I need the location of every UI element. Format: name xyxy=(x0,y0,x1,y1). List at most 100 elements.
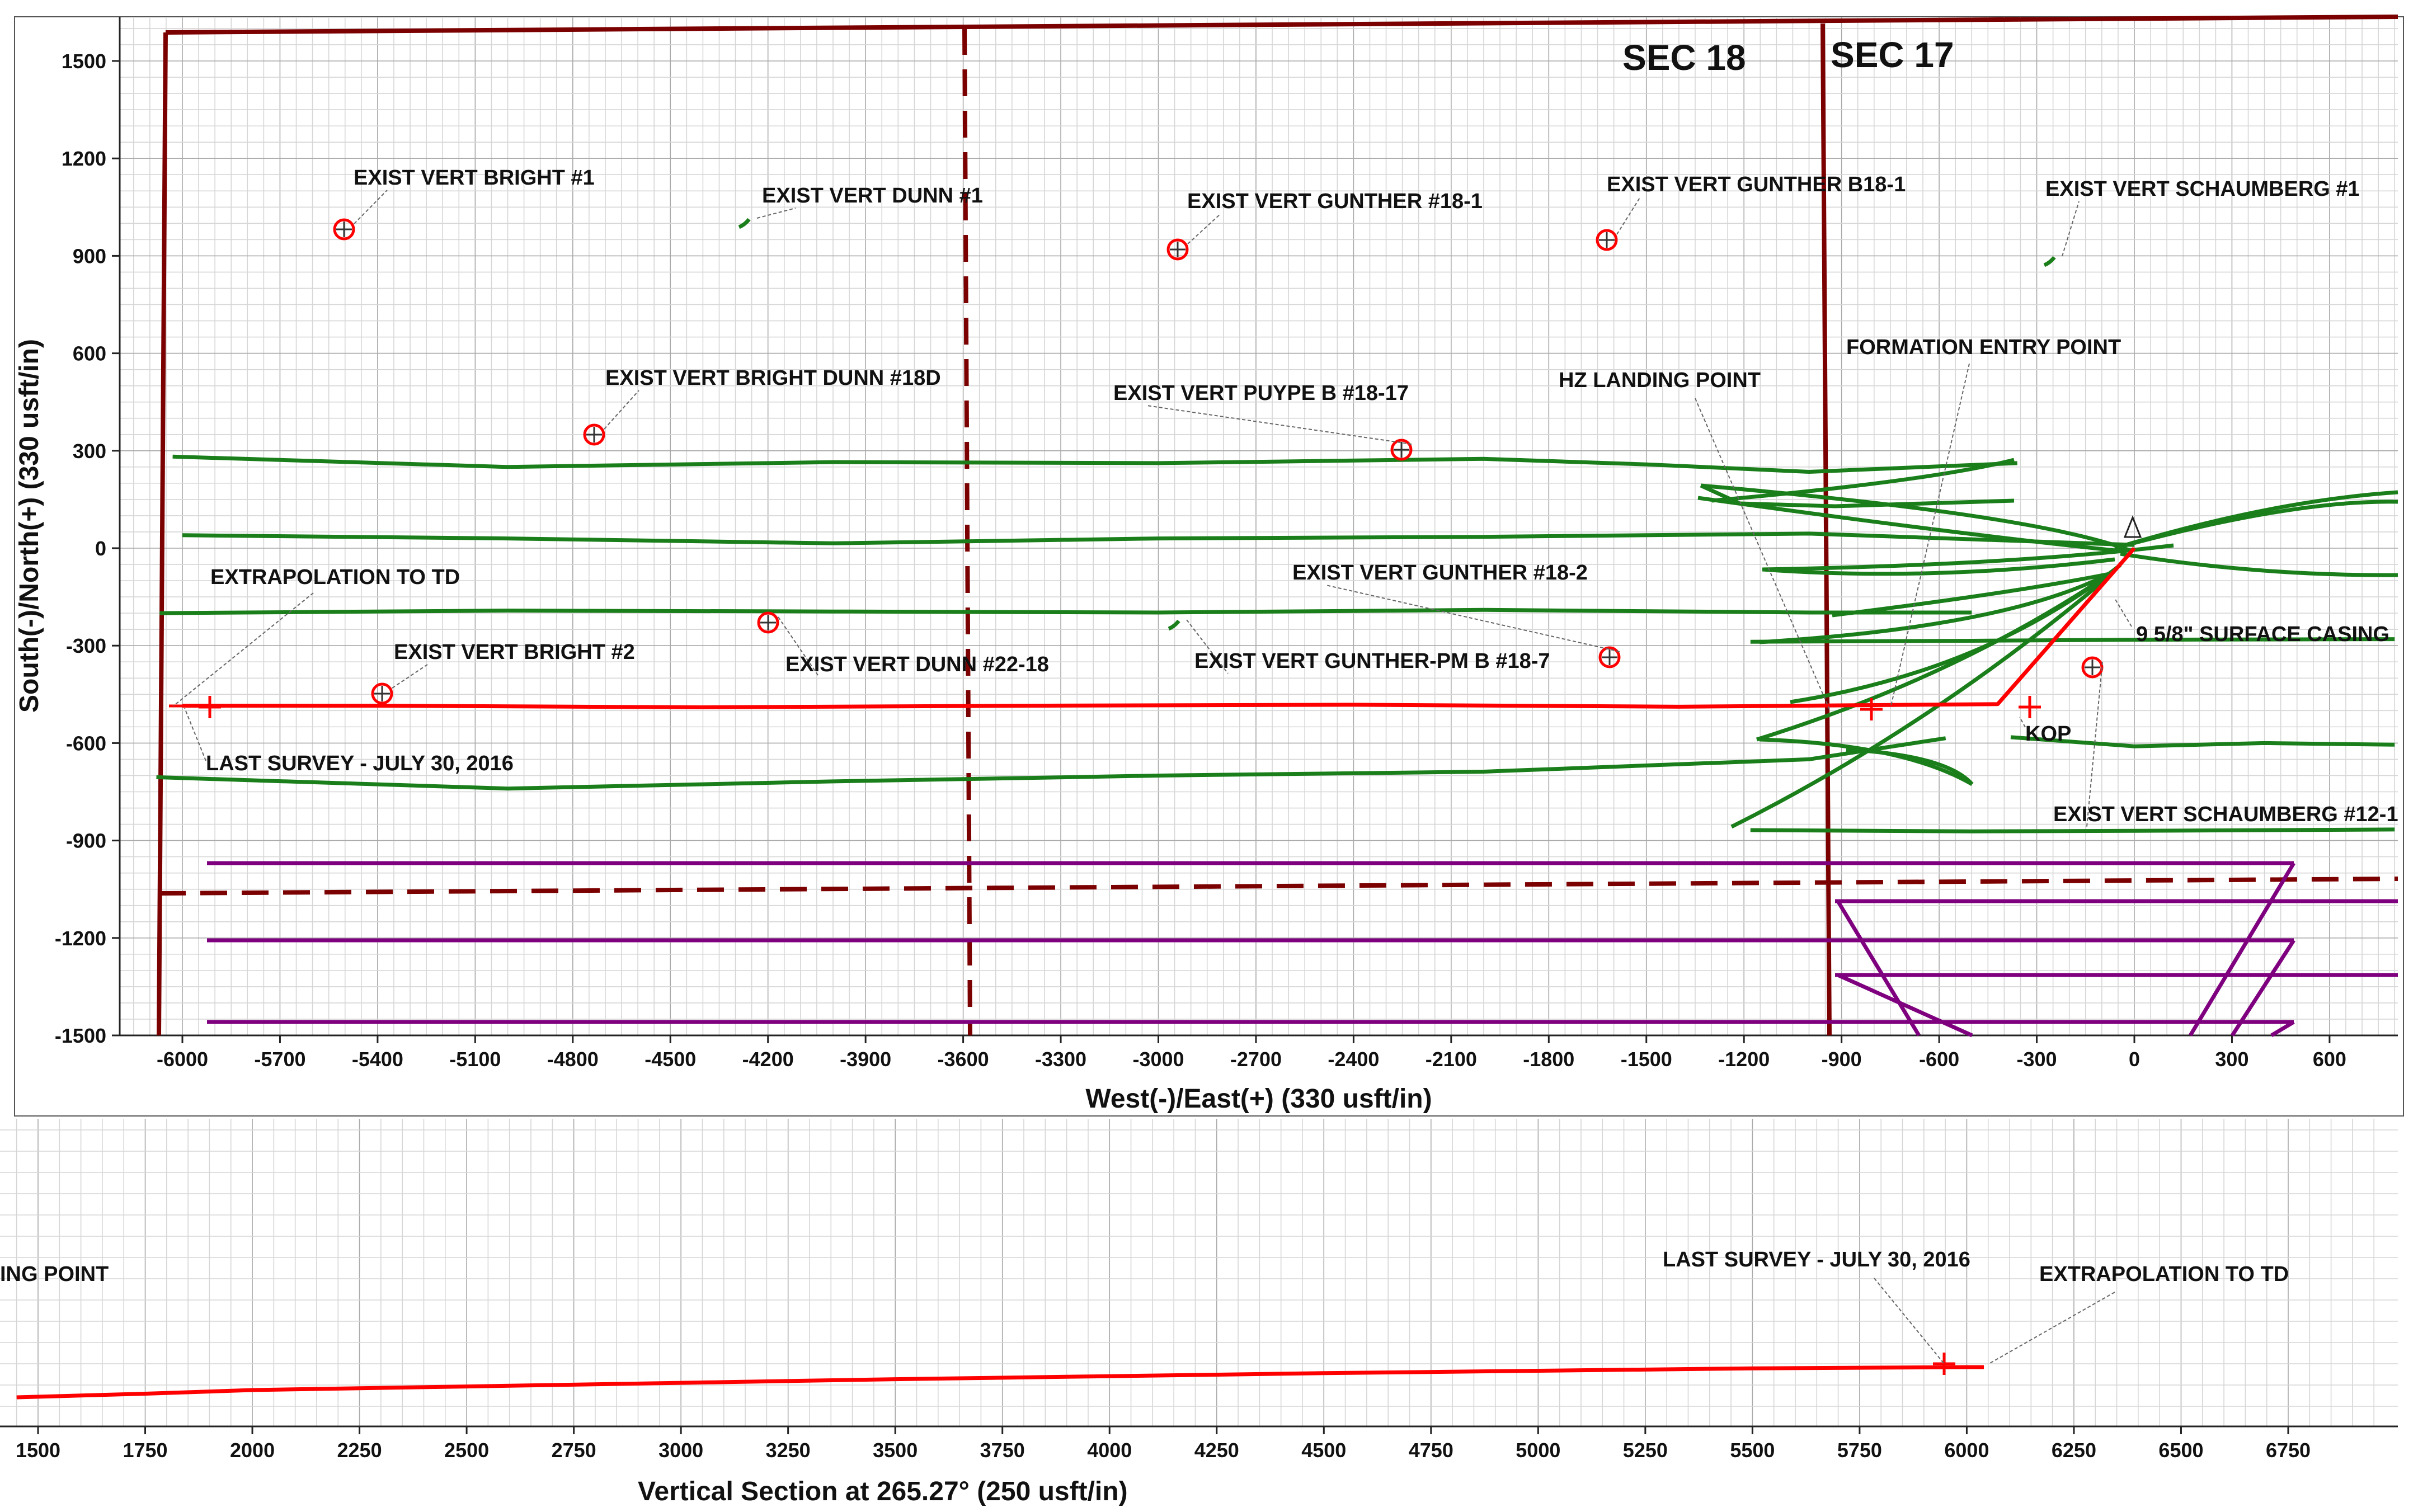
well-label: EXIST VERT GUNTHER #18-2 xyxy=(1292,561,1588,585)
x-tick-label: 4250 xyxy=(1194,1439,1239,1462)
well-symbol xyxy=(1166,238,1189,261)
y-tick-label: -1200 xyxy=(55,927,106,950)
leader-line xyxy=(1616,196,1641,235)
x-tick-label: 5500 xyxy=(1730,1439,1775,1462)
x-tick-label: -5700 xyxy=(254,1048,305,1071)
x-tick-label: -4200 xyxy=(742,1048,794,1071)
x-tick-label: -3600 xyxy=(938,1048,989,1071)
y-tick-label: -600 xyxy=(66,732,106,755)
offset-wellbore-lateral xyxy=(1711,458,2015,503)
leader-line xyxy=(1890,363,1970,706)
section-planned-wellbore xyxy=(16,1365,1984,1400)
section-line-sec17 xyxy=(1820,23,1832,1036)
well-label: EXIST VERT SCHAUMBERG #12-1 xyxy=(2053,803,2398,826)
well-label: EXIST VERT PUYPE B #18-17 xyxy=(1113,381,1409,405)
leader-line xyxy=(2062,201,2080,257)
well-label: EXIST VERT DUNN #22-18 xyxy=(785,653,1049,676)
plan-frame xyxy=(14,16,2404,1117)
annotation-label: EXTRAPOLATION TO TD xyxy=(2039,1263,2289,1286)
quarter-line-vertical xyxy=(962,27,972,1036)
vertical-well-stub xyxy=(1168,619,1180,631)
offset-wellbore-lateral xyxy=(2114,500,2398,550)
x-tick-label: -6000 xyxy=(157,1048,208,1071)
x-tick-label: -2100 xyxy=(1426,1048,1477,1071)
offset-wellbore-4 xyxy=(156,736,1946,791)
planned-wellbore xyxy=(182,547,2136,709)
well-symbol xyxy=(757,611,779,634)
annotation-label: ING POINT xyxy=(0,1263,109,1286)
rig-icon xyxy=(2123,515,2142,538)
lease-line xyxy=(2231,939,2295,1037)
y-tick-label: -1500 xyxy=(55,1024,106,1047)
leader-line xyxy=(604,390,639,430)
leader-line xyxy=(354,190,388,224)
annotation-label: HZ LANDING POINT xyxy=(1559,369,1761,392)
section-markers xyxy=(1933,1353,1955,1375)
x-tick-label: 5250 xyxy=(1623,1439,1668,1462)
x-tick-label: -300 xyxy=(2017,1048,2057,1071)
x-tick-label: 4750 xyxy=(1409,1439,1453,1462)
x-tick-label: 2000 xyxy=(230,1439,275,1462)
y-tick-label: 300 xyxy=(73,440,106,463)
well-label: EXIST VERT GUNTHER-PM B #18-7 xyxy=(1194,649,1550,673)
x-tick-label: -3000 xyxy=(1132,1048,1184,1071)
well-label: EXIST VERT SCHAUMBERG #1 xyxy=(2045,177,2360,201)
x-tick-label: 300 xyxy=(2215,1048,2248,1071)
well-symbol xyxy=(583,423,605,446)
section-line-north xyxy=(165,15,2398,35)
x-tick-label: 0 xyxy=(2129,1048,2140,1071)
x-tick-label: 2500 xyxy=(444,1439,489,1462)
x-tick-label: -3900 xyxy=(840,1048,891,1071)
leader-line xyxy=(1695,398,1830,710)
well-symbol xyxy=(1598,646,1621,668)
x-tick-label: -2400 xyxy=(1328,1048,1379,1071)
x-tick-label: 2750 xyxy=(552,1439,596,1462)
offset-wellbore-lateral xyxy=(1759,737,1973,786)
leader-line xyxy=(1874,1278,1945,1364)
y-axis-title: South(-)/North(+) (330 usft/in) xyxy=(15,339,44,713)
leader-line xyxy=(778,616,820,677)
leader-line xyxy=(392,664,428,689)
leader-line xyxy=(1988,1292,2115,1364)
vertical-section-chart: 1500 1750 2000 2250 2500 2750 3000 3250 3500 3750… xyxy=(0,1119,2398,1506)
annotation-label: LAST SURVEY - JULY 30, 2016 xyxy=(1663,1248,1970,1271)
x-tick-label: -2700 xyxy=(1230,1048,1282,1071)
y-tick-label: 600 xyxy=(73,342,106,365)
leader-line xyxy=(2019,717,2026,728)
x-tick-label: -1200 xyxy=(1718,1048,1770,1071)
x-tick-label: 5750 xyxy=(1837,1439,1882,1462)
x-tick-label: -1800 xyxy=(1523,1048,1574,1071)
x-tick-label: 6750 xyxy=(2266,1439,2311,1462)
survey-markers xyxy=(199,696,2041,720)
offset-wellbore-lateral xyxy=(1730,574,2111,829)
x-tick-label: -5400 xyxy=(352,1048,403,1071)
plan-view-chart: -6000 -5700 -5400 -5100 -4800 -4500 -4200 -3900… xyxy=(14,15,2404,1117)
well-label: EXIST VERT BRIGHT #1 xyxy=(354,166,595,190)
offset-wellbore-7 xyxy=(2010,735,2395,748)
section-x-axis-title: Vertical Section at 265.27° (250 usft/in… xyxy=(638,1477,1128,1506)
y-tick-label: 900 xyxy=(73,244,106,267)
x-tick-label: -600 xyxy=(1919,1048,1959,1071)
annotation-label: KOP xyxy=(2025,722,2071,746)
x-tick-label: -4500 xyxy=(645,1048,696,1071)
offset-wellbore-1 xyxy=(172,454,2017,474)
well-symbol xyxy=(371,682,393,705)
offset-wellbore-lateral xyxy=(2120,552,2398,577)
leader-line xyxy=(1187,213,1221,244)
well-label: EXIST VERT DUNN #1 xyxy=(762,184,983,208)
annotation-label: LAST SURVEY - JULY 30, 2016 xyxy=(206,752,514,775)
well-label: EXIST VERT GUNTHER B18-1 xyxy=(1607,173,1906,196)
y-tick-label: 0 xyxy=(95,537,106,560)
x-tick-label: -1500 xyxy=(1621,1048,1672,1071)
lease-line xyxy=(1837,973,1973,1038)
x-tick-label: 3750 xyxy=(980,1439,1025,1462)
well-symbol xyxy=(1596,229,1618,251)
leader-line xyxy=(184,708,206,761)
x-tick-label: 2250 xyxy=(337,1439,382,1462)
offset-wellbore-lateral xyxy=(1762,543,2174,572)
x-tick-label: 1500 xyxy=(16,1439,60,1462)
offset-wellbore-lateral xyxy=(1697,496,2121,553)
y-tick-label: -900 xyxy=(66,830,106,852)
x-tick-label: 1750 xyxy=(123,1439,167,1462)
well-label: EXIST VERT GUNTHER #18-1 xyxy=(1187,190,1483,213)
